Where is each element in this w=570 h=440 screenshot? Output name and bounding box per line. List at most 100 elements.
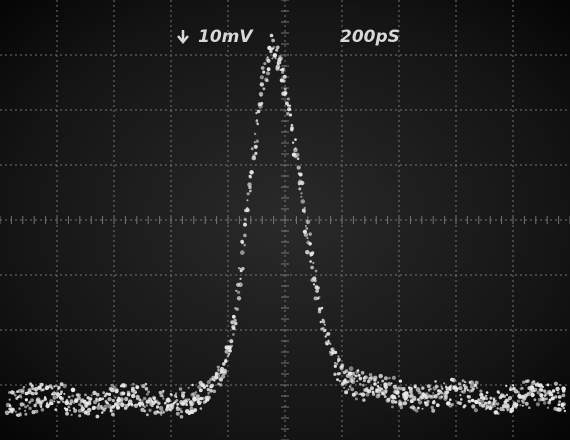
trace-dot (422, 408, 424, 410)
trace-dot (372, 393, 375, 396)
trace-dot (510, 386, 512, 388)
trace-dot (164, 402, 167, 405)
trace-dot (170, 393, 173, 396)
trace-dot (28, 407, 31, 410)
trace-dot (269, 50, 272, 53)
trace-dot (304, 207, 306, 209)
trace-dot (363, 388, 367, 392)
trace-dot (121, 383, 125, 387)
trace-dot (279, 56, 283, 60)
trace-dot (69, 410, 71, 412)
trace-dot (60, 397, 64, 401)
trace-dot (176, 407, 180, 411)
trace-dot (88, 399, 91, 402)
trace-dot (180, 415, 184, 419)
trace-dot (191, 384, 193, 386)
trace-dot (554, 382, 558, 386)
trace-dot (260, 102, 263, 105)
trace-dot (148, 409, 151, 412)
trace-dot (57, 388, 60, 391)
trace-dot (331, 351, 334, 354)
trace-dot (239, 278, 241, 280)
trace-dot (353, 377, 355, 379)
trace-dot (479, 390, 482, 393)
trace-dot (46, 403, 48, 405)
trace-dot (247, 192, 250, 195)
trace-dot (433, 400, 435, 402)
trace-dot (399, 380, 402, 383)
trace-dot (217, 369, 220, 372)
trace-dot (417, 407, 420, 410)
trace-dot (21, 388, 25, 392)
trace-dot (232, 333, 235, 336)
trace-dot (525, 402, 529, 406)
trace-dot (489, 397, 492, 400)
trace-dot (463, 404, 466, 407)
trace-dot (488, 405, 491, 408)
trace-dot (384, 385, 388, 389)
trace-dot (423, 395, 427, 399)
trace-dot (86, 402, 89, 405)
trace-dot (56, 392, 60, 396)
trace-dot (503, 395, 506, 398)
trace-dot (458, 382, 461, 385)
oscilloscope-photo: 10mV 200pS (0, 0, 570, 440)
trace-dot (127, 403, 130, 406)
trace-dot (561, 386, 566, 391)
trace-dot (459, 386, 463, 390)
trace-dot (45, 387, 48, 390)
trace-dot (337, 355, 339, 357)
trace-dot (400, 406, 403, 409)
trace-dot (196, 394, 200, 398)
trace-dot (200, 407, 203, 410)
trace-dot (354, 391, 358, 395)
trace-dot (213, 390, 217, 394)
trace-dot (462, 390, 466, 394)
trace-dot (282, 79, 285, 82)
trace-dot (497, 407, 499, 409)
trace-dot (53, 400, 55, 402)
trace-dot (259, 92, 263, 96)
trace-dot (410, 399, 414, 403)
trace-dot (555, 387, 559, 391)
trace-dot (359, 383, 362, 386)
trace-dot (293, 148, 298, 153)
trace-dot (515, 407, 517, 409)
trace-dot (124, 404, 126, 406)
trace-dot (62, 401, 64, 403)
trace-dot (564, 410, 566, 412)
trace-dot (270, 34, 274, 38)
trace-dot (426, 400, 429, 403)
trace-dot (540, 397, 544, 401)
trace-dot (254, 152, 257, 155)
trace-dot (340, 366, 344, 370)
trace-dot (185, 409, 190, 414)
trace-dot (562, 394, 566, 398)
trace-dot (506, 399, 510, 403)
trace-dot (349, 386, 351, 388)
trace-dot (217, 366, 220, 369)
trace-dot (215, 372, 219, 376)
trace-dot (350, 387, 354, 391)
trace-dot (315, 289, 319, 293)
trace-dot (493, 399, 495, 401)
trace-dot (127, 391, 131, 395)
trace-dot (558, 400, 561, 403)
trace-dot (292, 142, 294, 144)
trace-dot (297, 166, 301, 170)
trace-dot (362, 384, 365, 387)
trace-dot (431, 409, 435, 413)
trace-dot (290, 114, 293, 117)
trace-dot (284, 88, 287, 91)
trace-dot (108, 393, 111, 396)
trace-dot (363, 379, 366, 382)
trace-dot (359, 393, 362, 396)
trace-dot (358, 374, 361, 377)
trace-dot (298, 187, 301, 190)
trace-dot (183, 400, 188, 405)
trace-dot (53, 396, 57, 400)
trace-dot (166, 398, 170, 402)
trace-dot (65, 401, 68, 404)
trace-dot (391, 406, 394, 409)
trace-dot (209, 389, 213, 393)
